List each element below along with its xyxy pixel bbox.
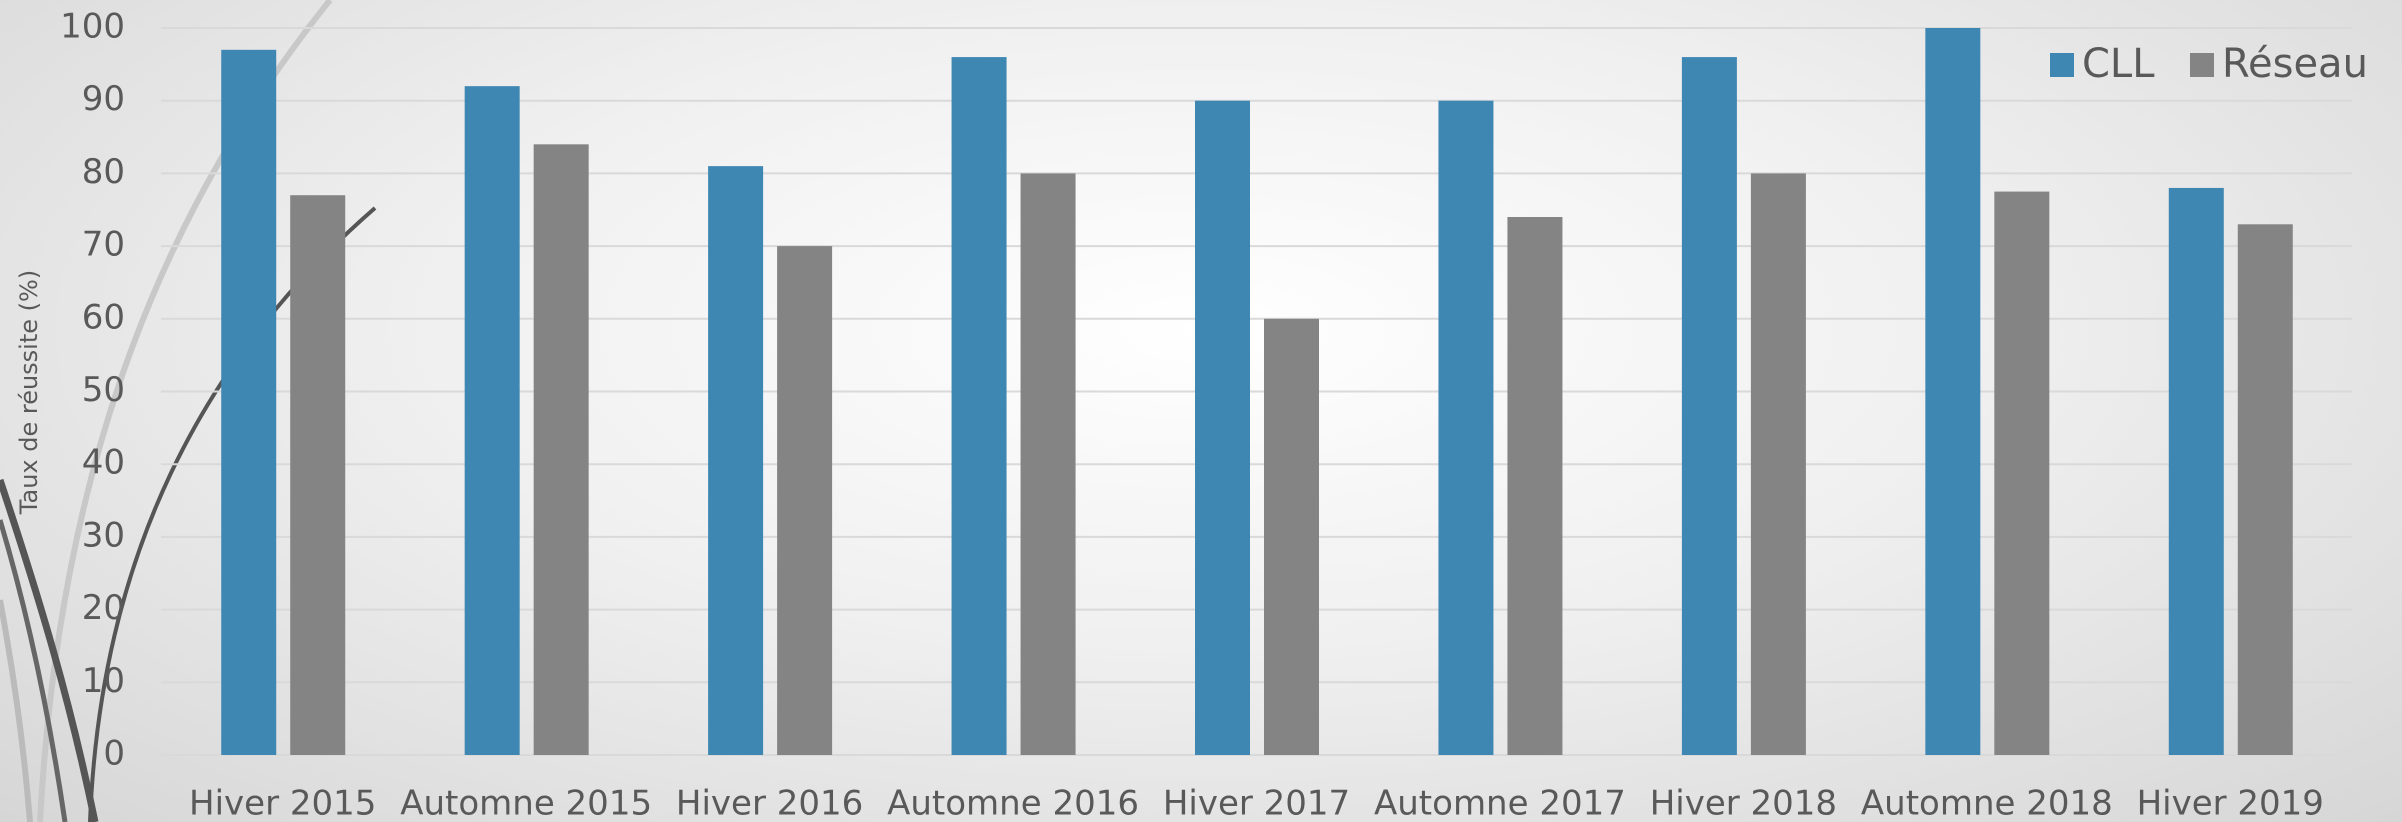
- bar: [1507, 217, 1563, 755]
- bar: [951, 57, 1007, 755]
- bar: [1925, 28, 1981, 755]
- x-tick-label: Hiver 2017: [1163, 784, 1350, 822]
- bar: [221, 49, 277, 756]
- bar: [2168, 187, 2224, 755]
- x-tick-label: Automne 2015: [400, 784, 652, 822]
- y-tick-label: 80: [82, 152, 125, 192]
- bar: [1264, 318, 1319, 755]
- x-tick-label: Automne 2018: [1861, 784, 2113, 822]
- y-tick-label: 100: [60, 7, 125, 47]
- x-tick-label: Hiver 2019: [2137, 784, 2324, 822]
- bar: [1994, 191, 2050, 755]
- x-tick-label: Automne 2016: [887, 784, 1139, 822]
- bar: [1438, 100, 1494, 755]
- bar: [1195, 100, 1250, 755]
- y-tick-label: 60: [82, 297, 125, 337]
- bar: [1750, 173, 1806, 755]
- bar: [464, 86, 520, 755]
- y-tick-label: 70: [82, 225, 125, 265]
- bar: [777, 246, 833, 755]
- x-tick-label: Hiver 2016: [676, 784, 863, 822]
- x-tick-label: Hiver 2018: [1650, 784, 1837, 822]
- bar: [1020, 173, 1076, 755]
- bar: [1681, 57, 1737, 755]
- bar: [2237, 224, 2293, 756]
- legend-label: CLL: [2082, 41, 2155, 87]
- legend-swatch: [2190, 53, 2214, 77]
- y-tick-label: 20: [82, 588, 125, 628]
- y-tick-label: 90: [82, 79, 125, 119]
- bar: [708, 166, 764, 755]
- legend-swatch: [2050, 53, 2074, 77]
- y-tick-label: 40: [82, 443, 125, 483]
- x-tick-label: Hiver 2015: [189, 784, 376, 822]
- bar: [533, 144, 589, 755]
- x-tick-label: Automne 2017: [1374, 784, 1626, 822]
- y-axis-label: Taux de réussite (%): [15, 270, 43, 515]
- bar: [290, 195, 346, 755]
- y-tick-label: 10: [82, 661, 125, 701]
- y-tick-label: 0: [103, 734, 125, 774]
- y-tick-label: 50: [82, 370, 125, 410]
- legend-label: Réseau: [2222, 41, 2368, 87]
- y-tick-label: 30: [82, 515, 125, 555]
